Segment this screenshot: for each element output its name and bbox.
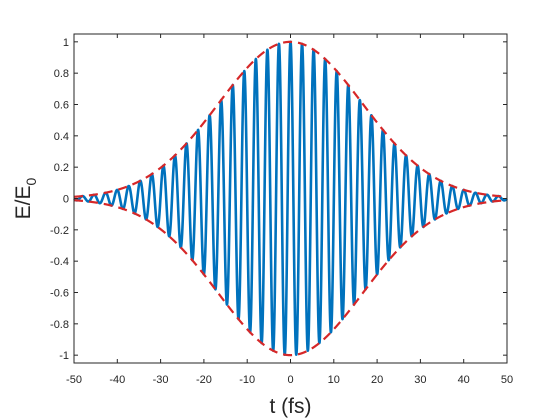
envelope-lower-line [73, 199, 508, 357]
y-tick-label: 1 [63, 37, 69, 49]
x-tick-label: 20 [371, 374, 383, 386]
y-tick-label: -1 [59, 350, 69, 362]
y-axis: -1 -0.8 -0.6 -0.4 -0.2 0 0.2 0.4 0.6 0.8 1 [50, 37, 507, 362]
x-tick-label: 30 [414, 374, 426, 386]
y-tick-label: 0.8 [54, 68, 69, 80]
plot-background [74, 34, 507, 363]
x-axis-label: t (fs) [270, 395, 312, 418]
y-axis-label-main: E/E [12, 185, 35, 219]
y-tick-label: 0.4 [54, 131, 69, 143]
y-tick-label: -0.8 [50, 319, 69, 331]
plot-area [72, 33, 509, 364]
envelope-upper-line [73, 40, 508, 198]
x-tick-label: 10 [328, 374, 340, 386]
y-axis-label: E/E0 [12, 177, 39, 219]
y-tick-label: -0.6 [50, 288, 69, 300]
x-tick-label: -10 [239, 374, 255, 386]
x-tick-label: 50 [501, 374, 513, 386]
x-tick-label: -30 [153, 374, 169, 386]
x-axis: -50 -40 -30 -20 -10 0 10 20 30 40 50 [66, 34, 513, 386]
y-tick-label: 0.6 [54, 100, 69, 112]
x-tick-label: 40 [458, 374, 470, 386]
series-layer [72, 40, 509, 357]
y-axis-label-subscript: 0 [23, 177, 39, 185]
y-tick-label: -0.2 [50, 225, 69, 237]
x-tick-label: 0 [287, 374, 293, 386]
x-tick-label: -20 [196, 374, 212, 386]
y-tick-label: 0 [63, 194, 69, 206]
x-tick-label: -50 [66, 374, 82, 386]
y-tick-label: -0.4 [50, 256, 69, 268]
y-tick-label: 0.2 [54, 162, 69, 174]
x-tick-label: -40 [109, 374, 125, 386]
